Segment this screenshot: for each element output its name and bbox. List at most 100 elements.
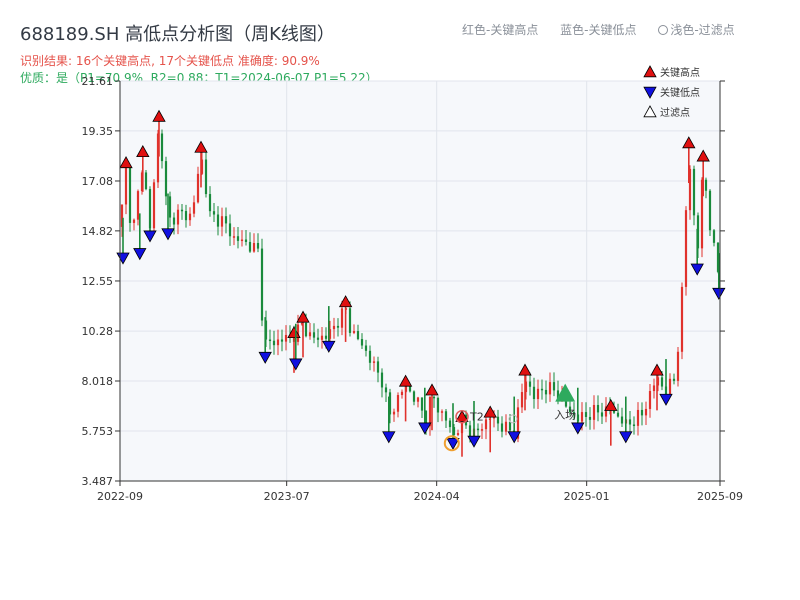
candle-body	[416, 397, 420, 402]
candle-body	[256, 243, 260, 249]
candle-body	[248, 241, 252, 252]
candle-body	[596, 404, 600, 413]
low-point-marker	[161, 228, 175, 241]
low-point-marker	[322, 340, 336, 353]
result-summary: 识别结果: 16个关键高点, 17个关键低点 准确度: 90.9%	[20, 54, 320, 68]
candle-body	[408, 385, 412, 392]
low-point-marker	[690, 263, 704, 276]
candle-body	[200, 159, 204, 174]
candle-body	[484, 419, 488, 430]
candle-body	[400, 391, 404, 396]
y-tick-label: 14.82	[82, 225, 114, 238]
y-tick-label: 17.08	[82, 175, 114, 188]
candle-body	[364, 345, 368, 351]
candle-body	[644, 408, 648, 416]
legend-low-text: 蓝色-关键低点	[560, 23, 637, 37]
candle-body	[168, 196, 172, 218]
candle-body	[680, 286, 684, 352]
candle-body	[668, 378, 672, 397]
candle-body	[424, 410, 428, 427]
y-tick-label: 19.35	[82, 125, 114, 138]
candle-body	[420, 397, 424, 411]
candle-body	[544, 389, 548, 395]
candle-body	[536, 388, 540, 400]
high-point-marker	[455, 409, 469, 422]
candle-body	[636, 409, 640, 426]
candle-body	[244, 239, 248, 242]
high-point-marker	[296, 310, 310, 323]
candle-body	[220, 216, 224, 227]
t2-circle	[455, 409, 469, 424]
candle-body	[376, 361, 380, 373]
legend-label: 关键低点	[660, 86, 700, 99]
candle-body	[568, 406, 572, 413]
candle-body	[372, 361, 376, 363]
low-point-marker	[382, 431, 396, 444]
candle-body	[412, 391, 416, 402]
low-point-marker	[133, 248, 147, 261]
candle-body	[280, 339, 284, 342]
candle-body	[676, 351, 680, 381]
candle-body	[456, 433, 460, 435]
top-legend: 红色-关键高点 蓝色-关键低点 浅色-过滤点	[462, 21, 753, 38]
candle-body	[268, 339, 272, 342]
low-point-marker	[467, 435, 481, 448]
candle-body	[260, 248, 264, 321]
low-point-marker	[446, 437, 460, 451]
candle-body	[396, 395, 400, 412]
high-point-marker	[650, 363, 664, 376]
candle-body	[616, 412, 620, 417]
candle-body	[620, 416, 624, 424]
legend-marker-0	[643, 65, 657, 78]
candle-body	[708, 190, 712, 231]
candle-body	[320, 335, 324, 340]
high-point-marker	[398, 374, 413, 387]
candle-body	[380, 372, 384, 388]
candle-body	[216, 214, 220, 227]
candle-body	[508, 421, 512, 431]
candle-body	[172, 217, 176, 225]
candle-body	[272, 340, 276, 346]
candle-body	[284, 334, 288, 342]
candle-body	[504, 421, 508, 432]
candle-body	[652, 385, 656, 392]
high-point-marker	[696, 149, 710, 162]
candle-body	[296, 324, 300, 342]
y-tick-label: 10.28	[82, 325, 114, 338]
y-tick-label: 8.018	[82, 375, 114, 388]
candle-body	[556, 390, 560, 401]
low-point-marker	[143, 230, 157, 243]
candle-body	[448, 420, 452, 428]
candle-body	[144, 172, 148, 190]
candle-body	[224, 216, 228, 224]
candle-body	[392, 411, 396, 415]
candle-body	[316, 337, 320, 340]
candle-body	[384, 387, 388, 393]
high-point-marker	[338, 295, 353, 308]
legend-label: 关键高点	[660, 66, 700, 79]
legend-filtered-text: 浅色-过滤点	[658, 23, 735, 37]
candle-body	[176, 209, 180, 225]
low-point-marker	[571, 422, 585, 435]
candle-body	[388, 392, 392, 415]
candle-body	[612, 410, 616, 413]
candle-body	[436, 397, 440, 413]
candle-body	[352, 331, 356, 333]
entry-arrow	[555, 383, 576, 402]
candle-body	[160, 133, 164, 162]
candle-body	[276, 339, 280, 346]
candle-body	[604, 406, 608, 417]
y-tick-label: 12.55	[82, 275, 114, 288]
x-tick-label: 2022-09	[97, 490, 143, 503]
legend-marker-2	[643, 105, 657, 118]
candle-body	[480, 429, 484, 431]
candle-body	[440, 411, 444, 413]
candle-body	[328, 329, 332, 339]
x-tick-label: 2023-07	[264, 490, 310, 503]
candle-body	[340, 308, 344, 328]
candle-body	[600, 412, 604, 417]
high-point-marker	[604, 398, 618, 411]
filtered-point	[508, 414, 518, 424]
high-point-marker	[518, 363, 532, 376]
candle-body	[120, 204, 124, 227]
